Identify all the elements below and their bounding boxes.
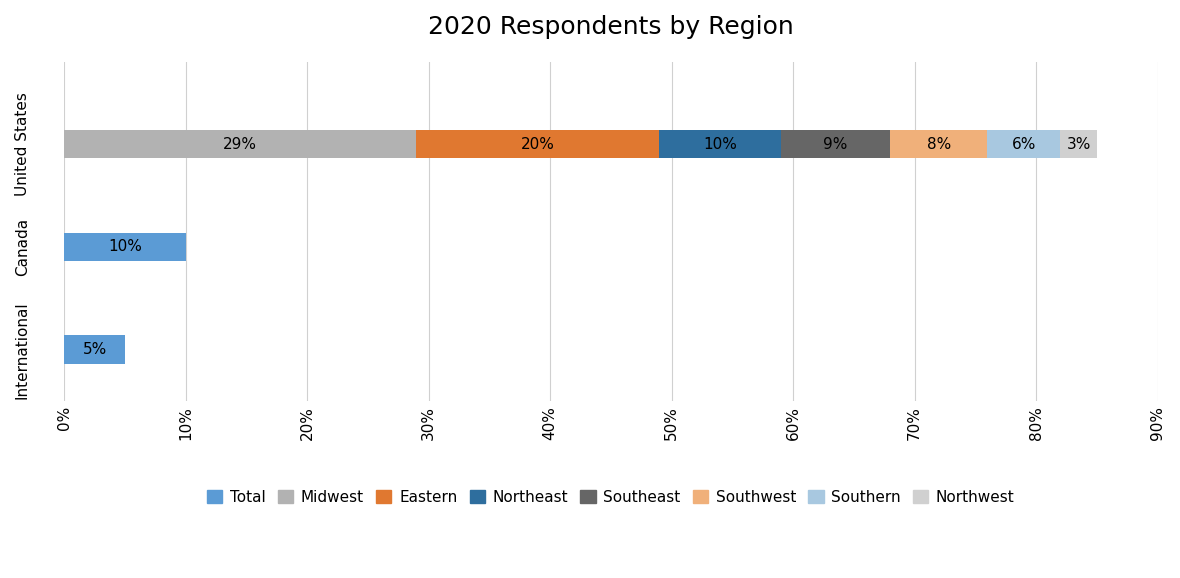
Title: 2020 Respondents by Region: 2020 Respondents by Region bbox=[428, 15, 794, 39]
Text: 10%: 10% bbox=[107, 239, 142, 254]
Bar bbox=[1061, 129, 1096, 158]
Bar bbox=[988, 129, 1061, 158]
Bar bbox=[660, 129, 781, 158]
Legend: Total, Midwest, Eastern, Northeast, Southeast, Southwest, Southern, Northwest: Total, Midwest, Eastern, Northeast, Sout… bbox=[201, 484, 1021, 511]
Text: 10%: 10% bbox=[703, 136, 738, 151]
Text: 3%: 3% bbox=[1067, 136, 1090, 151]
Text: 29%: 29% bbox=[223, 136, 257, 151]
Bar bbox=[64, 232, 185, 261]
Text: 8%: 8% bbox=[926, 136, 951, 151]
Bar bbox=[64, 335, 125, 364]
Text: 6%: 6% bbox=[1011, 136, 1036, 151]
Bar bbox=[890, 129, 988, 158]
Text: 5%: 5% bbox=[83, 342, 106, 357]
Bar bbox=[781, 129, 890, 158]
Text: 9%: 9% bbox=[824, 136, 847, 151]
Bar bbox=[64, 129, 417, 158]
Text: 20%: 20% bbox=[522, 136, 555, 151]
Bar bbox=[417, 129, 660, 158]
